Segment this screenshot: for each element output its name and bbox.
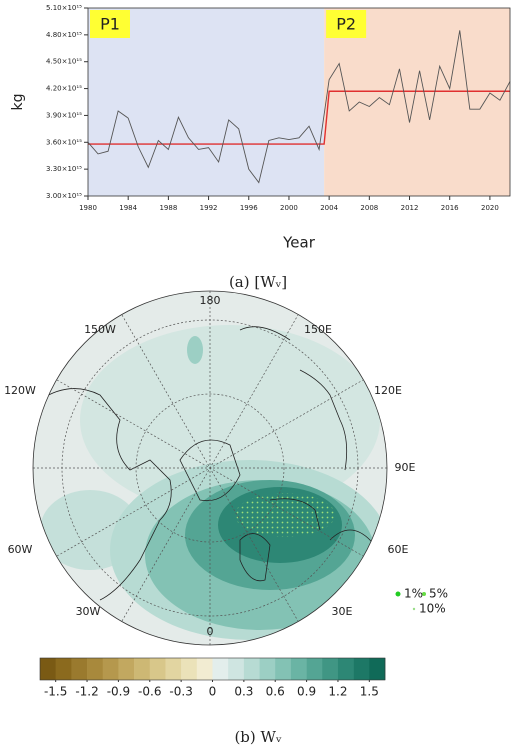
colorbar-label: 1.2	[328, 685, 347, 699]
sig-label: 10%	[419, 602, 446, 616]
y-tick-label: 3.00×10¹⁵	[46, 192, 82, 200]
colorbar-label: -0.9	[107, 685, 130, 699]
colorbar-label: 0	[209, 685, 217, 699]
stippling	[235, 493, 335, 537]
x-tick-label: 1980	[79, 204, 97, 212]
map-border	[32, 290, 388, 646]
period-shade	[324, 8, 510, 196]
colorbar-block	[353, 658, 370, 680]
colorbar-block	[87, 658, 104, 680]
graticule	[33, 291, 387, 645]
caption-b: (b) Wᵥ	[234, 728, 281, 746]
x-tick-label: 2020	[481, 204, 499, 212]
x-tick-label: 1992	[200, 204, 218, 212]
colorbar-block	[55, 658, 72, 680]
period-label: P1	[100, 15, 120, 34]
contour	[187, 336, 203, 364]
colorbar-block	[196, 658, 213, 680]
lon-label: 30E	[332, 605, 353, 618]
colorbar-block	[40, 658, 56, 680]
lon-label: 60W	[8, 543, 33, 556]
lon-label: 120W	[4, 384, 36, 397]
x-tick-label: 2016	[441, 204, 459, 212]
colorbar-block	[102, 658, 119, 680]
colorbar-block	[118, 658, 135, 680]
y-tick-label: 4.20×10¹⁵	[46, 85, 82, 93]
lon-label: 60E	[388, 543, 409, 556]
y-tick-label: 3.60×10¹⁵	[46, 138, 82, 146]
period-shade	[88, 8, 325, 196]
x-tick-label: 2008	[360, 204, 378, 212]
y-axis-label: kg	[10, 94, 26, 111]
sig-label: 1%	[404, 587, 423, 601]
colorbar-block	[228, 658, 245, 680]
lon-label: 30W	[76, 605, 101, 618]
x-tick-label: 2000	[280, 204, 298, 212]
y-tick-label: 5.10×10¹⁵	[46, 4, 82, 12]
lon-label: 120E	[374, 384, 402, 397]
sig-label: 5%	[429, 587, 448, 601]
y-tick-label: 4.50×10¹⁵	[46, 58, 82, 66]
sig-marker	[412, 607, 416, 611]
period-label: P2	[336, 15, 356, 34]
x-tick-label: 1984	[119, 204, 137, 212]
sig-marker	[422, 592, 426, 596]
colorbar-label: -0.3	[169, 685, 192, 699]
colorbar-block	[259, 658, 276, 680]
x-axis-label: Year	[282, 234, 316, 252]
colorbar-block	[134, 658, 151, 680]
colorbar-block	[306, 658, 323, 680]
colorbar-block	[165, 658, 182, 680]
map	[33, 291, 387, 645]
colorbar-label: 0.6	[266, 685, 285, 699]
lon-label: 150E	[304, 323, 332, 336]
lon-label: 0	[207, 625, 214, 638]
sig-marker	[395, 591, 401, 597]
colorbar-block	[275, 658, 292, 680]
y-tick-label: 3.30×10¹⁵	[46, 165, 82, 173]
colorbar-block	[149, 658, 166, 680]
colorbar-label: 1.5	[360, 685, 379, 699]
mean-line	[88, 90, 510, 145]
series-line	[87, 30, 511, 184]
x-tick-label: 2012	[401, 204, 419, 212]
colorbar-label: -0.6	[138, 685, 161, 699]
lon-label: 180	[200, 294, 221, 307]
y-tick-label: 3.90×10¹⁵	[46, 111, 82, 119]
lon-label: 90E	[395, 461, 416, 474]
colorbar-label: -1.5	[44, 685, 67, 699]
colorbar-block	[71, 658, 88, 680]
x-tick-label: 1988	[159, 204, 177, 212]
colorbar-block	[243, 658, 260, 680]
colorbar-block	[290, 658, 307, 680]
colorbar-block	[212, 658, 229, 680]
colorbar-block	[337, 658, 354, 680]
x-tick-label: 2004	[320, 204, 338, 212]
colorbar-block	[369, 658, 386, 680]
caption-a: (a) [Wᵥ]	[229, 273, 287, 291]
colorbar-block	[181, 658, 198, 680]
y-tick-label: 4.80×10¹⁵	[46, 31, 82, 39]
x-tick-label: 1996	[240, 204, 258, 212]
lon-label: 150W	[84, 323, 116, 336]
colorbar-label: 0.3	[234, 685, 253, 699]
colorbar-block	[322, 658, 339, 680]
colorbar-label: 0.9	[297, 685, 316, 699]
period-label-box	[326, 10, 367, 38]
period-label-box	[90, 10, 130, 38]
colorbar-label: -1.2	[75, 685, 98, 699]
plot-frame	[87, 7, 511, 197]
